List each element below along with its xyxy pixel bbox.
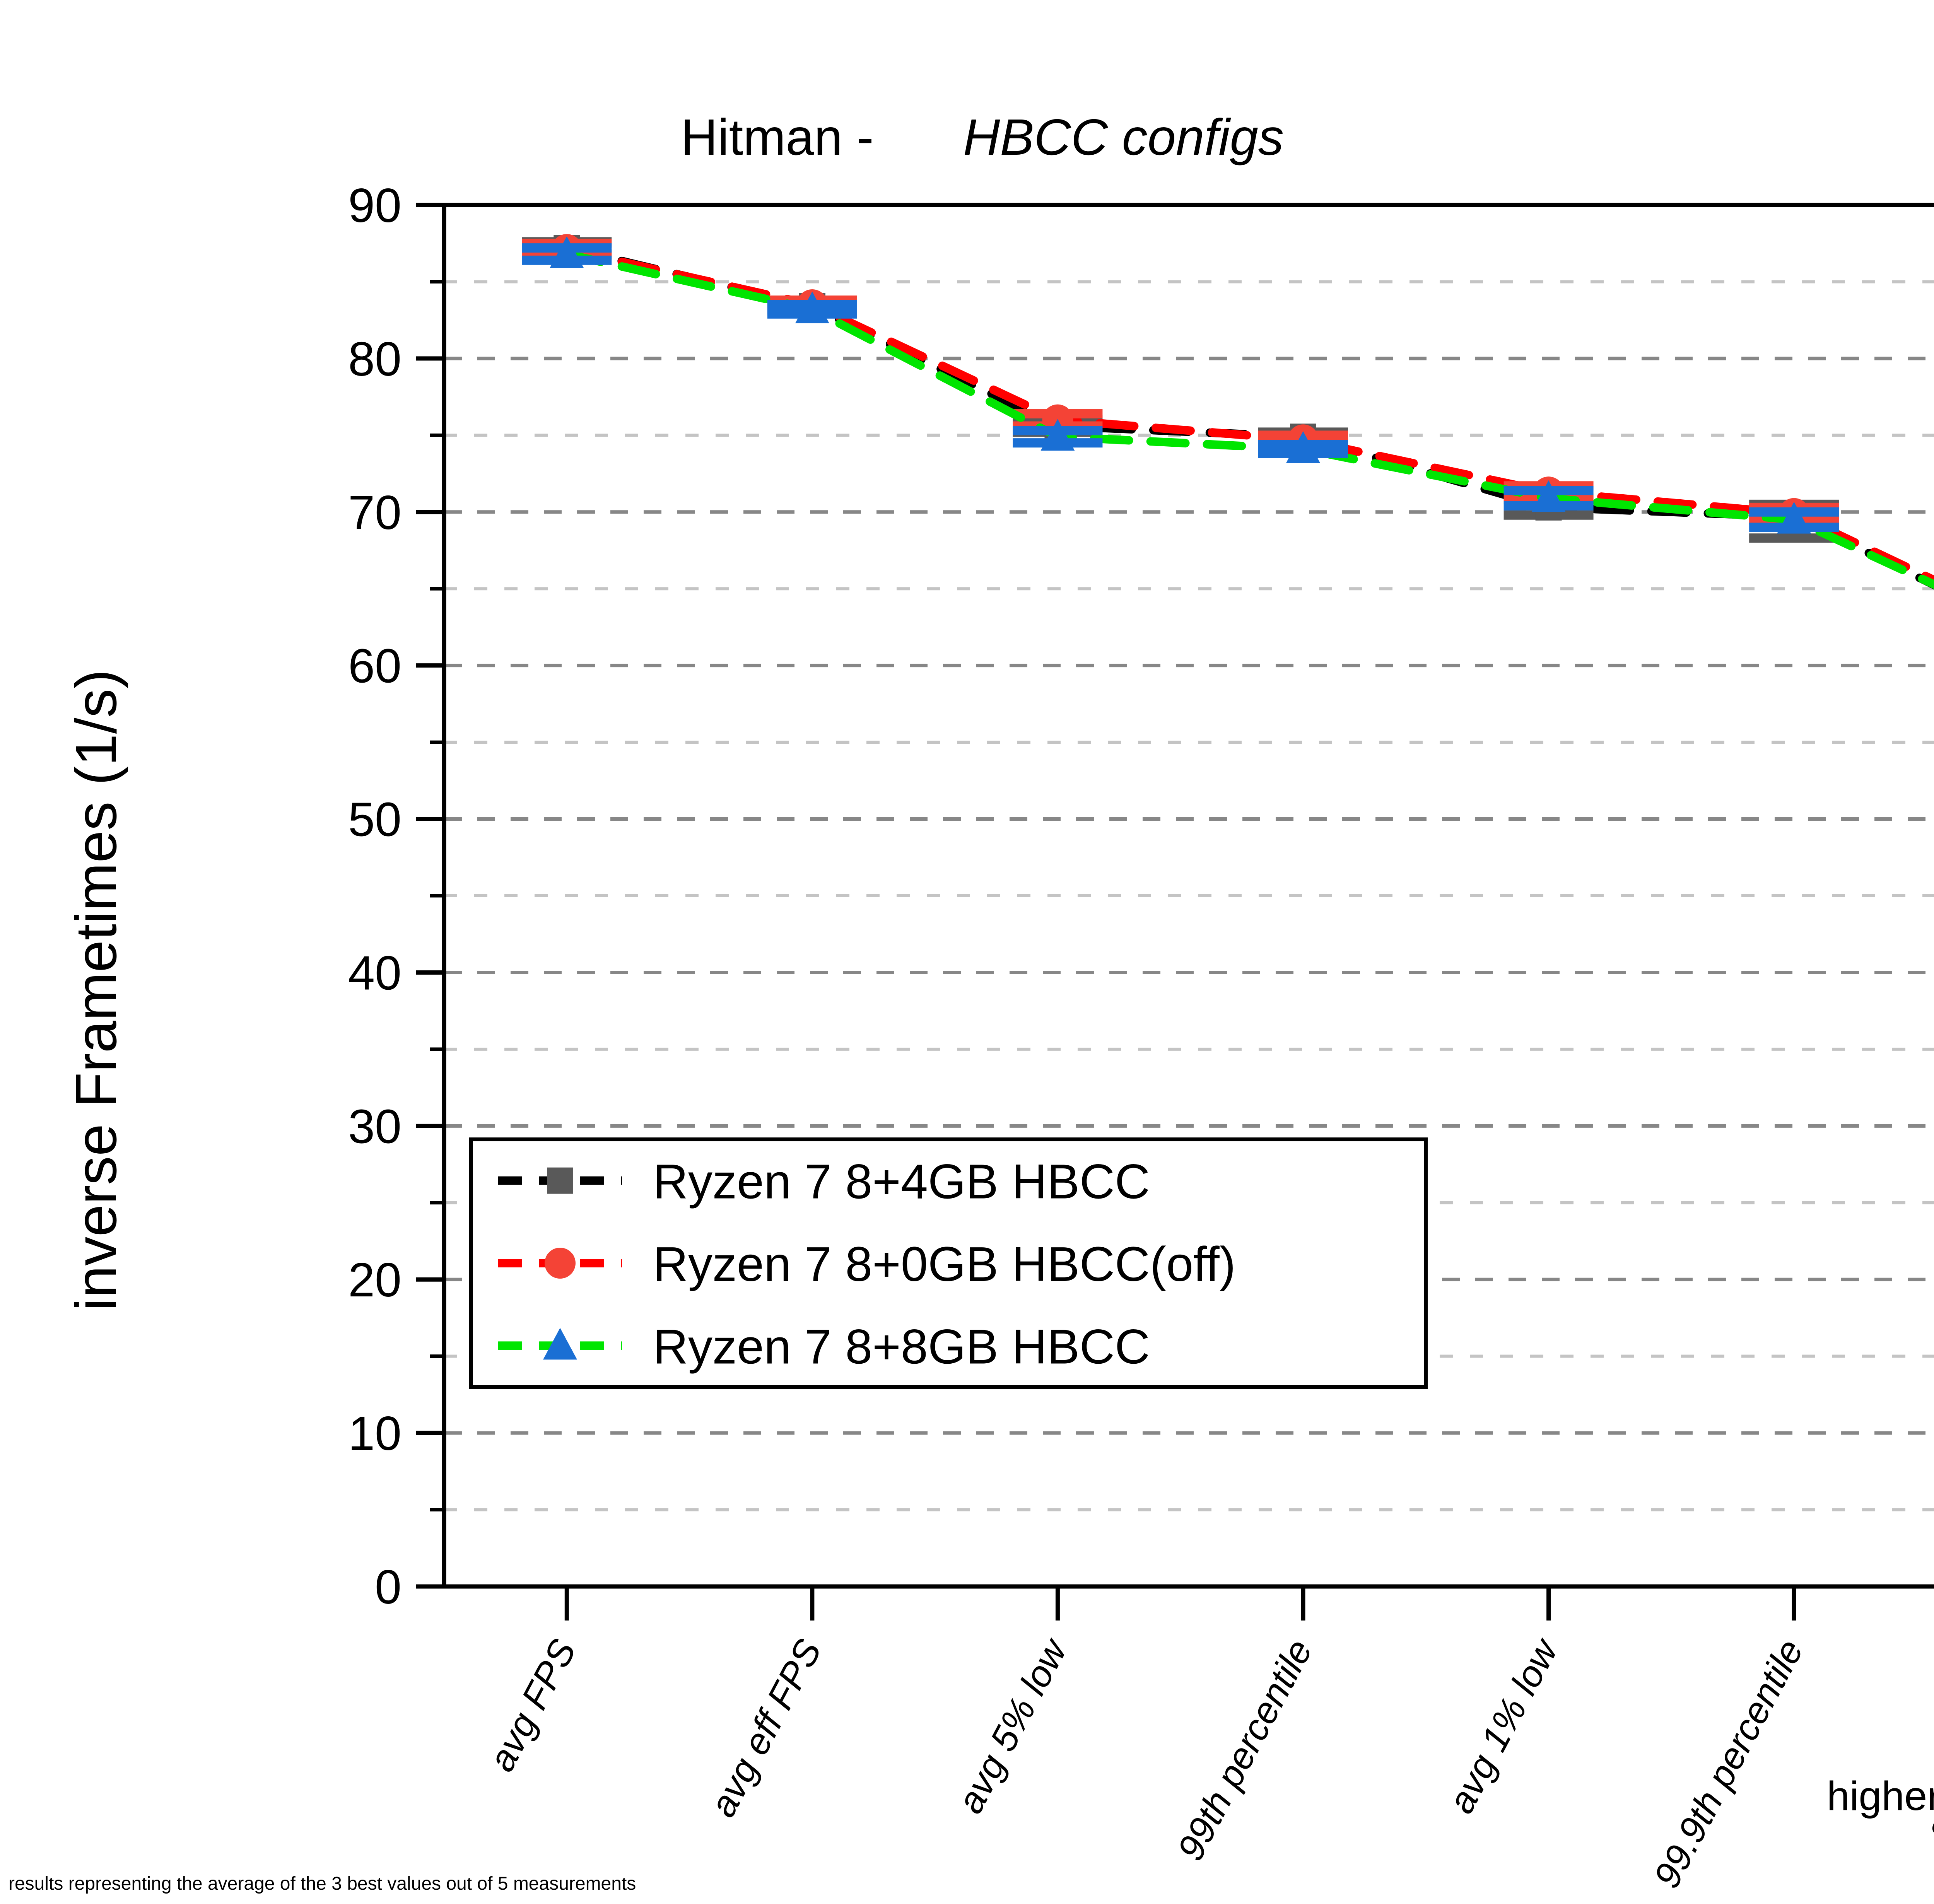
footnote: results representing the average of the … [9,1873,636,1894]
y-axis-ticks [416,203,444,1589]
series-2 [522,236,1934,589]
data-point-marker [1286,431,1320,463]
chart-title: Hitman - HBCC configs [681,109,1284,166]
y-axis-label-80: 80 [348,333,401,386]
legend-marker-0 [547,1167,573,1194]
legend-entries: Ryzen 7 8+4GB HBCC Ryzen 7 8+0GB HBCC(off… [498,1154,1236,1374]
legend-label-0[interactable]: Ryzen 7 8+4GB HBCC [653,1154,1150,1209]
y-axis-label-40: 40 [348,946,401,1000]
legend-marker-1 [545,1248,576,1279]
y-axis-label-60: 60 [348,640,401,693]
legend-label-2[interactable]: Ryzen 7 8+8GB HBCC [653,1319,1150,1374]
y-axis-title: inverse Frametimes (1/s) [63,669,128,1311]
y-axis-label-0: 0 [375,1561,401,1614]
x-axis-ticks [564,1586,1796,1621]
y-axis-label-30: 30 [348,1100,401,1153]
higher-in-better-note: higher in better [1827,1773,1934,1819]
grid-lines [444,280,1934,1511]
data-point-marker [550,236,584,268]
data-point-marker [795,291,829,323]
y-axis-label-70: 70 [348,486,401,540]
y-axis-label-90: 90 [348,179,401,232]
legend-background [469,1137,1428,1389]
y-axis-label-10: 10 [348,1407,401,1460]
chart-title-main: Hitman - [681,109,874,166]
data-series-layer [522,234,1934,590]
legend-label-1[interactable]: Ryzen 7 8+0GB HBCC(off) [653,1237,1236,1291]
y-axis-tick-labels: 0 10 20 30 40 50 60 70 80 90 [348,179,401,1614]
y-axis-label-20: 20 [348,1253,401,1307]
data-point-marker [1040,419,1075,451]
data-point-marker [1531,480,1566,512]
legend-marker-2 [543,1328,577,1360]
chart-title-italic: HBCC configs [963,109,1284,166]
y-axis-label-50: 50 [348,793,401,847]
legend: Ryzen 7 8+4GB HBCC Ryzen 7 8+0GB HBCC(off… [469,1137,1428,1389]
data-point-marker [1777,502,1811,534]
